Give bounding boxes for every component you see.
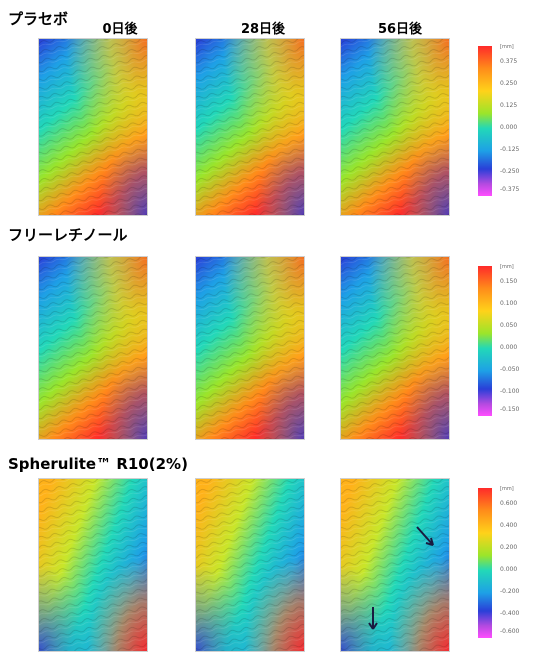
scale-label: 0.400 (500, 522, 518, 529)
scale-label: 0.600 (500, 500, 518, 507)
scale-label: 0.000 (500, 344, 518, 351)
column-day-0: 0日後 (102, 22, 138, 37)
scale-label: -0.150 (500, 406, 520, 413)
arrow-marker (425, 537, 434, 546)
column-day-28: 28日後 (240, 22, 286, 37)
section-title-spherulite: Spherulite™ R10(2%) (8, 455, 188, 473)
scale-label: 0.125 (500, 102, 518, 109)
arrow-marker (368, 622, 378, 630)
section-title-placebo: プラセボ (8, 10, 69, 28)
retinol-day0-map (38, 256, 148, 440)
color-scale-bar (478, 46, 492, 196)
scale-label: 0.100 (500, 300, 518, 307)
placebo-day0-map (38, 38, 148, 216)
spherulite-day0-map (38, 478, 148, 652)
scale-label: -0.400 (500, 610, 520, 617)
arrow-marker (416, 526, 434, 546)
retinol-day28-map (195, 256, 305, 440)
scale-label: 0.250 (500, 80, 518, 87)
scale-label: -0.200 (500, 588, 520, 595)
spherulite-day56-map (340, 478, 450, 652)
scale-label: 0.200 (500, 544, 518, 551)
scale-unit: [mm] (500, 486, 514, 492)
color-scale-retinol: [mm] 0.150 0.100 0.050 0.000 -0.050 -0.1… (470, 262, 540, 427)
retinol-day56-map (340, 256, 450, 440)
placebo-day28-map (195, 38, 305, 216)
scale-label: -0.050 (500, 366, 520, 373)
scale-unit: [mm] (500, 44, 514, 50)
scale-label: 0.375 (500, 58, 518, 65)
scale-label: -0.250 (500, 168, 520, 175)
scale-label: -0.600 (500, 628, 520, 635)
color-scale-placebo: [mm] 0.375 0.250 0.125 0.000 -0.125 -0.2… (470, 42, 540, 207)
section-title-free-retinol: フリーレチノール (8, 226, 128, 244)
scale-unit: [mm] (500, 264, 514, 270)
color-scale-bar (478, 266, 492, 416)
scale-label: -0.375 (500, 186, 520, 193)
scale-label: -0.100 (500, 388, 520, 395)
scale-label: 0.000 (500, 124, 518, 131)
placebo-day56-map (340, 38, 450, 216)
spherulite-day28-map (195, 478, 305, 652)
color-scale-bar (478, 488, 492, 638)
scale-label: 0.150 (500, 278, 518, 285)
scale-label: 0.000 (500, 566, 518, 573)
color-scale-spherulite: [mm] 0.600 0.400 0.200 0.000 -0.200 -0.4… (470, 484, 540, 649)
scale-label: 0.050 (500, 322, 518, 329)
scale-label: -0.125 (500, 146, 520, 153)
column-day-56: 56日後 (377, 22, 423, 37)
